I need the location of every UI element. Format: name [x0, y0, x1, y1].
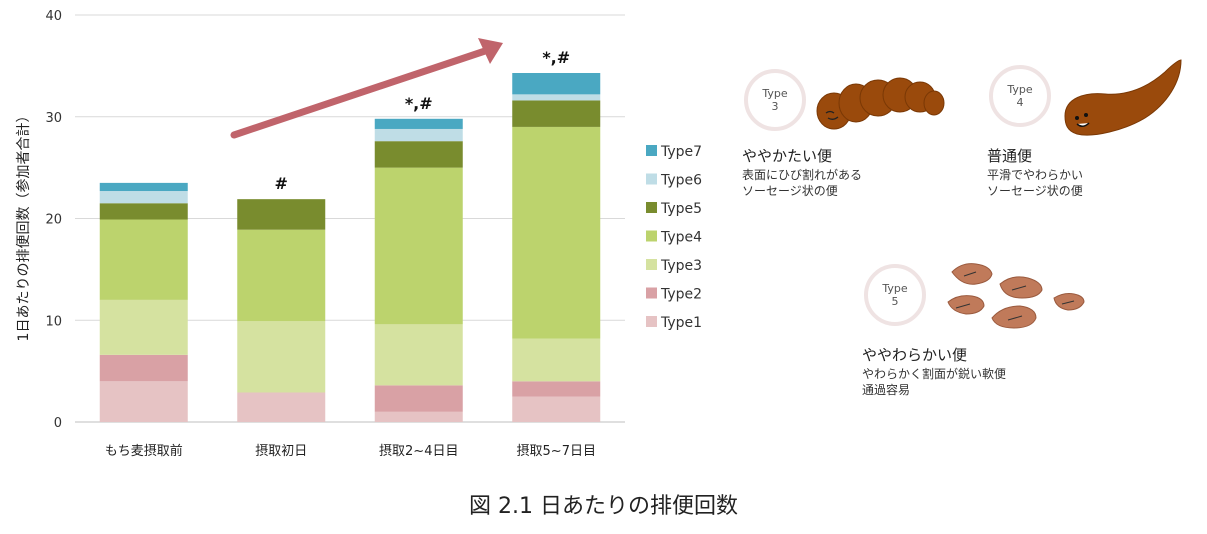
- bars: [99, 72, 601, 422]
- significance-annotations: # *,# *,#: [275, 48, 571, 193]
- type-3-badge: Type 3: [744, 69, 806, 131]
- bar-segment-type4: [237, 229, 326, 322]
- legend-item-type5: Type5: [646, 201, 702, 217]
- y-axis-ticks: 0 10 20 30 40: [45, 9, 62, 431]
- bar-segment-type1: [99, 381, 188, 422]
- legend-item-type4: Type4: [646, 230, 702, 246]
- legend-label: Type7: [660, 144, 702, 160]
- type-4-title: 普通便: [987, 147, 1033, 165]
- bar-segment-type5: [512, 100, 601, 127]
- y-axis-label: 1日あたりの排便回数（参加者合計）: [15, 109, 32, 342]
- bar-segment-type5: [237, 199, 326, 230]
- type-4-desc-line1: 平滑でやわらかい: [987, 168, 1084, 182]
- legend-item-type6: Type6: [646, 173, 702, 189]
- significance-mark: *,#: [542, 48, 570, 67]
- bar-segment-type3: [512, 338, 601, 382]
- bar-segment-type3: [99, 299, 188, 355]
- legend-label: Type5: [660, 201, 702, 217]
- bar-segment-type1: [237, 392, 326, 422]
- badge-number: 3: [771, 100, 779, 113]
- significance-mark: *,#: [405, 94, 433, 113]
- hard-stool-illustration: [816, 77, 945, 130]
- badge-label: Type: [762, 87, 788, 100]
- x-category-label: もち麦摂取前: [105, 443, 183, 459]
- type-5-badge: Type 5: [864, 264, 926, 326]
- legend-swatch: [646, 259, 657, 270]
- type-4-badge: Type 4: [989, 65, 1051, 127]
- badge-number: 4: [1016, 96, 1024, 109]
- type-5-desc-line1: やわらかく割面が鋭い軟便: [862, 367, 1007, 381]
- legend-item-type7: Type7: [646, 144, 702, 160]
- bar-segment-type6: [99, 191, 188, 204]
- legend-item-type3: Type3: [646, 258, 702, 274]
- legend-label: Type4: [660, 230, 702, 246]
- legend-item-type2: Type2: [646, 287, 702, 303]
- bar-segment-type6: [512, 94, 601, 101]
- bar-segment-type1: [374, 411, 463, 422]
- type-3-title: ややかたい便: [742, 147, 833, 165]
- type-3-desc-line2: ソーセージ状の便: [742, 184, 838, 198]
- legend-swatch: [646, 230, 657, 242]
- x-category-label: 摂取2~4日目: [379, 443, 458, 459]
- bar-segment-type4: [99, 219, 188, 300]
- bar-segment-type1: [512, 396, 601, 422]
- y-tick-label: 10: [45, 314, 62, 329]
- type-5-desc-line2: 通過容易: [862, 383, 911, 397]
- stool-type-4-card: Type 4 普通便 平滑でやわらかい ソーセージ状の便: [985, 58, 1200, 208]
- badge-number: 5: [891, 295, 899, 308]
- significance-mark: #: [275, 174, 288, 193]
- bar-segment-type7: [374, 118, 463, 129]
- legend-item-type1: Type1: [646, 315, 702, 331]
- badge-label: Type: [882, 282, 908, 295]
- y-tick-label: 40: [45, 9, 62, 24]
- type-4-desc-line2: ソーセージ状の便: [987, 184, 1083, 198]
- bar-segment-type5: [374, 141, 463, 168]
- stool-type-3-card: Type 3 ややかたい便 表面にひび割れがある ソーセージ状の便: [740, 65, 980, 215]
- y-tick-label: 20: [45, 213, 62, 228]
- bar-segment-type7: [512, 72, 601, 95]
- y-tick-label: 0: [54, 416, 62, 431]
- trend-arrow: [230, 38, 503, 139]
- legend: Type7 Type6 Type5 Type4 Type3 Type2 Type1: [646, 144, 702, 331]
- x-axis-categories: もち麦摂取前 摂取初日 摂取2~4日目 摂取5~7日目: [105, 443, 596, 459]
- bar-segment-type2: [512, 381, 601, 397]
- bar-segment-type4: [374, 167, 463, 325]
- legend-label: Type6: [660, 173, 702, 189]
- bar-segment-type2: [374, 385, 463, 412]
- bar-segment-type3: [374, 324, 463, 386]
- legend-swatch: [646, 316, 657, 327]
- bar-segment-type3: [237, 321, 326, 393]
- x-category-label: 摂取初日: [255, 443, 307, 459]
- legend-swatch: [646, 173, 657, 185]
- type-3-desc-line1: 表面にひび割れがある: [742, 168, 863, 182]
- bar-segment-type5: [99, 203, 188, 220]
- bar-segment-type7: [99, 182, 188, 192]
- bar-segment-type2: [99, 354, 188, 382]
- bar-segment-type4: [512, 126, 601, 339]
- normal-stool-illustration: [1064, 59, 1182, 136]
- legend-swatch: [646, 287, 657, 299]
- y-tick-label: 30: [45, 111, 62, 126]
- legend-label: Type2: [660, 287, 702, 303]
- bar-segment-type6: [374, 128, 463, 142]
- stool-type-5-card: Type 5 ややわらかい便 やわらかく割面が鋭い軟便 通過容易: [858, 258, 1103, 408]
- legend-swatch: [646, 145, 657, 156]
- x-category-label: 摂取5~7日目: [517, 443, 596, 459]
- legend-label: Type1: [660, 315, 702, 331]
- stacked-bar-chart: 0 10 20 30 40 もち麦摂取前 摂取初日 摂取2~4日目 摂取5~7日目 # *,# *…: [15, 9, 702, 459]
- figure-caption: 図 2.1 日あたりの排便回数: [469, 494, 738, 519]
- badge-label: Type: [1007, 83, 1033, 96]
- type-5-title: ややわらかい便: [862, 346, 968, 364]
- soft-stool-illustration: [947, 263, 1085, 329]
- legend-label: Type3: [660, 258, 702, 274]
- legend-swatch: [646, 202, 657, 213]
